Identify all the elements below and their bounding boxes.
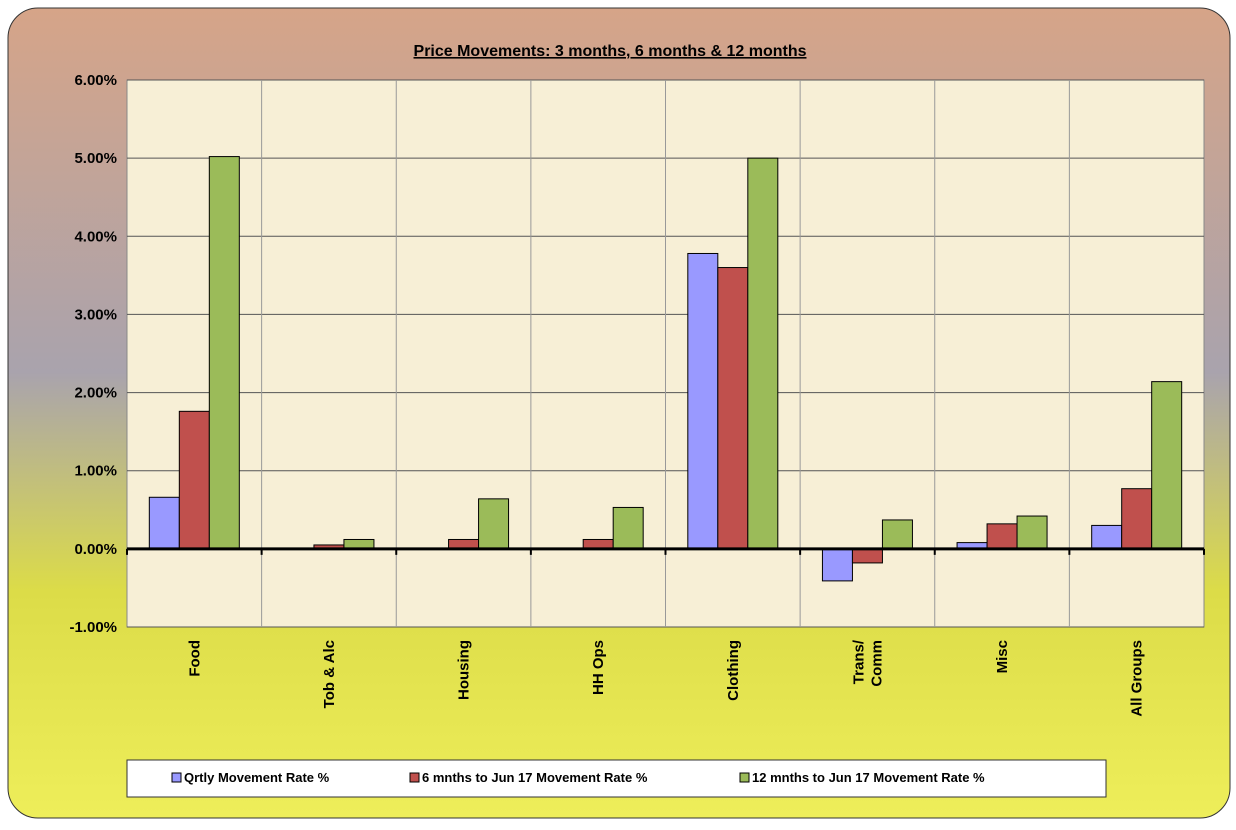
y-tick-label: 3.00%	[74, 306, 117, 323]
legend-swatch	[739, 772, 750, 783]
x-tick-label: Housing	[456, 640, 473, 700]
bar	[612, 506, 644, 550]
chart-title: Price Movements: 3 months, 6 months & 12…	[414, 43, 807, 60]
legend-label: Qrtly Movement Rate %	[184, 770, 330, 785]
bar	[747, 157, 779, 550]
legend-label: 6 mnths to Jun 17 Movement Rate %	[422, 770, 648, 785]
y-tick-label: 6.00%	[74, 72, 117, 89]
y-tick-label: 5.00%	[74, 150, 117, 167]
legend-swatch	[171, 772, 182, 783]
bar	[881, 519, 913, 550]
legend-box	[126, 759, 1107, 798]
bar	[1121, 488, 1153, 550]
x-tick-label: All Groups	[1129, 640, 1146, 717]
y-tick-label: 2.00%	[74, 385, 117, 402]
bar	[148, 496, 180, 550]
y-tick-label: 4.00%	[74, 228, 117, 245]
bar	[178, 410, 210, 550]
x-tick-label: Clothing	[725, 640, 742, 701]
x-tick-label: Food	[186, 640, 203, 677]
legend-swatch	[409, 772, 420, 783]
x-tick-label: HH Ops	[590, 640, 607, 695]
y-tick-label: -1.00%	[69, 619, 117, 636]
y-tick-label: 1.00%	[74, 463, 117, 480]
legend-label: 12 mnths to Jun 17 Movement Rate %	[752, 770, 985, 785]
bar	[717, 267, 749, 550]
bar	[1151, 381, 1183, 550]
bar	[1016, 515, 1048, 550]
y-tick-label: 0.00%	[74, 541, 117, 558]
bar	[1091, 524, 1123, 550]
bar	[986, 523, 1018, 550]
bar	[687, 252, 719, 550]
x-tick-label: Tob & Alc	[321, 640, 338, 708]
bar	[851, 548, 883, 564]
bar	[821, 548, 853, 582]
bar	[208, 156, 240, 550]
x-tick-label: Trans/Comm	[850, 639, 885, 687]
x-tick-label: Misc	[994, 640, 1011, 673]
bar	[478, 498, 510, 550]
